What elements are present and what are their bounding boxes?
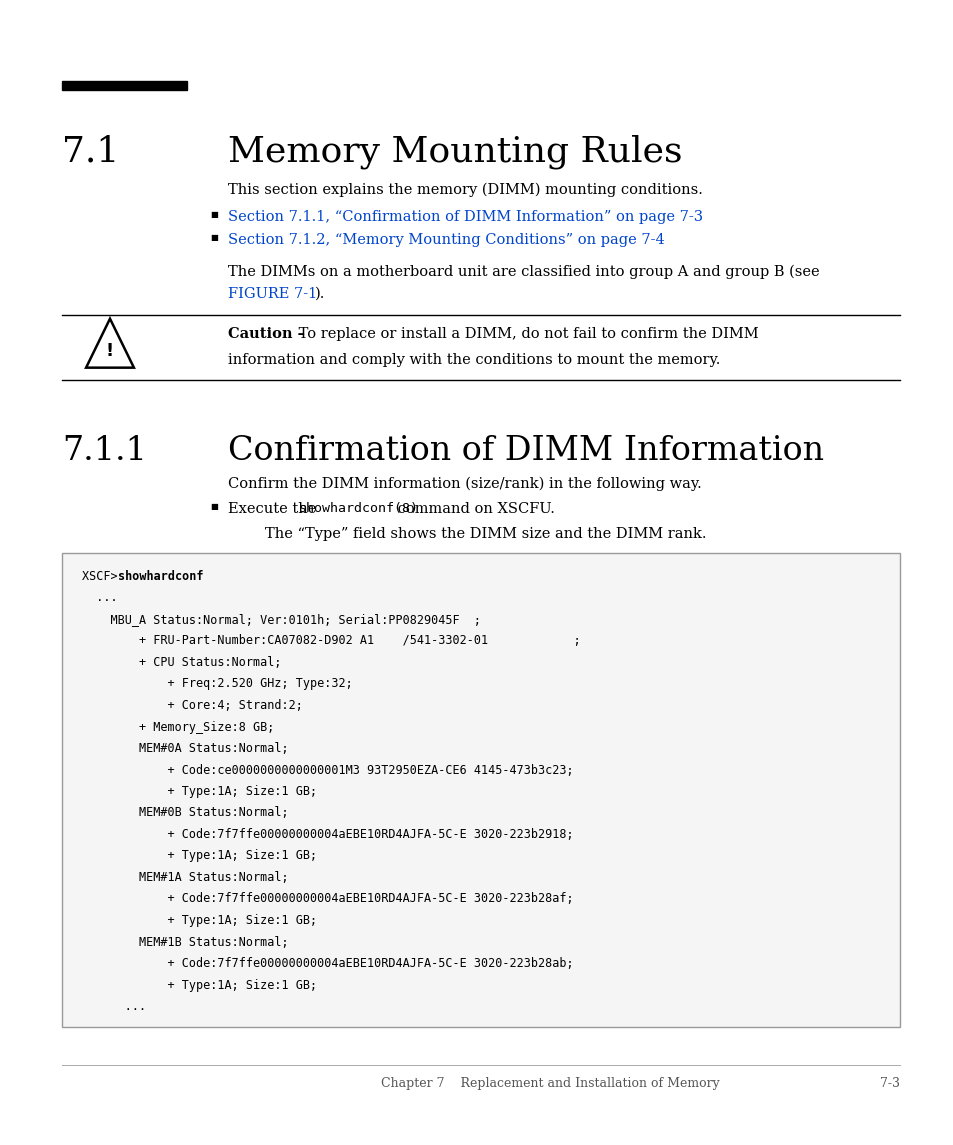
Text: MEM#0B Status:Normal;: MEM#0B Status:Normal; <box>82 806 289 820</box>
Text: 7.1: 7.1 <box>62 135 119 169</box>
Text: + Type:1A; Size:1 GB;: + Type:1A; Size:1 GB; <box>82 850 316 862</box>
Text: To replace or install a DIMM, do not fail to confirm the DIMM: To replace or install a DIMM, do not fai… <box>294 327 758 341</box>
Text: Section 7.1.2, “Memory Mounting Conditions” on page 7-4: Section 7.1.2, “Memory Mounting Conditio… <box>228 232 664 247</box>
Text: Memory Mounting Rules: Memory Mounting Rules <box>228 135 681 169</box>
Bar <box>62 553 899 1027</box>
Text: Confirm the DIMM information (size/rank) in the following way.: Confirm the DIMM information (size/rank)… <box>228 477 701 491</box>
Text: showhardconf: showhardconf <box>117 570 203 583</box>
Text: ■: ■ <box>210 502 217 511</box>
Text: + Type:1A; Size:1 GB;: + Type:1A; Size:1 GB; <box>82 914 316 927</box>
Text: + CPU Status:Normal;: + CPU Status:Normal; <box>82 656 281 669</box>
Text: MEM#0A Status:Normal;: MEM#0A Status:Normal; <box>82 742 289 755</box>
Text: + Freq:2.520 GHz; Type:32;: + Freq:2.520 GHz; Type:32; <box>82 678 353 690</box>
Text: ...: ... <box>82 1000 146 1013</box>
Text: Confirmation of DIMM Information: Confirmation of DIMM Information <box>228 435 823 467</box>
Text: showhardconf(8): showhardconf(8) <box>298 502 418 515</box>
Bar <box>62 81 187 90</box>
Text: 7-3: 7-3 <box>879 1077 899 1090</box>
Text: MEM#1B Status:Normal;: MEM#1B Status:Normal; <box>82 935 289 948</box>
Text: FIGURE 7-1: FIGURE 7-1 <box>228 287 317 301</box>
Text: MEM#1A Status:Normal;: MEM#1A Status:Normal; <box>82 871 289 884</box>
Text: Chapter 7    Replacement and Installation of Memory: Chapter 7 Replacement and Installation o… <box>380 1077 719 1090</box>
Text: XSCF>: XSCF> <box>82 570 125 583</box>
Text: The “Type” field shows the DIMM size and the DIMM rank.: The “Type” field shows the DIMM size and… <box>265 527 706 540</box>
Text: + Code:7f7ffe00000000004aEBE10RD4AJFA-5C-E 3020-223b2918;: + Code:7f7ffe00000000004aEBE10RD4AJFA-5C… <box>82 828 573 840</box>
Text: MBU_A Status:Normal; Ver:0101h; Serial:PP0829045F  ;: MBU_A Status:Normal; Ver:0101h; Serial:P… <box>82 613 480 626</box>
Text: This section explains the memory (DIMM) mounting conditions.: This section explains the memory (DIMM) … <box>228 183 702 197</box>
Text: + Code:7f7ffe00000000004aEBE10RD4AJFA-5C-E 3020-223b28af;: + Code:7f7ffe00000000004aEBE10RD4AJFA-5C… <box>82 892 573 906</box>
Text: + Type:1A; Size:1 GB;: + Type:1A; Size:1 GB; <box>82 785 316 798</box>
Text: ■: ■ <box>210 210 217 219</box>
Text: Section 7.1.1, “Confirmation of DIMM Information” on page 7-3: Section 7.1.1, “Confirmation of DIMM Inf… <box>228 210 702 224</box>
Text: 7.1.1: 7.1.1 <box>62 435 147 467</box>
Text: information and comply with the conditions to mount the memory.: information and comply with the conditio… <box>228 353 720 368</box>
Text: !: ! <box>106 342 114 361</box>
Text: command on XSCFU.: command on XSCFU. <box>393 502 555 516</box>
Text: + Type:1A; Size:1 GB;: + Type:1A; Size:1 GB; <box>82 979 316 992</box>
Text: + Code:ce0000000000000001M3 93T2950EZA-CE6 4145-473b3c23;: + Code:ce0000000000000001M3 93T2950EZA-C… <box>82 764 573 776</box>
Text: + FRU-Part-Number:CA07082-D902 A1    /541-3302-01            ;: + FRU-Part-Number:CA07082-D902 A1 /541-3… <box>82 634 580 648</box>
Text: ■: ■ <box>210 232 217 242</box>
Text: ...: ... <box>82 592 117 605</box>
Text: The DIMMs on a motherboard unit are classified into group A and group B (see: The DIMMs on a motherboard unit are clas… <box>228 264 819 279</box>
Text: Execute the: Execute the <box>228 502 320 516</box>
Text: Caution –: Caution – <box>228 327 305 341</box>
Text: + Core:4; Strand:2;: + Core:4; Strand:2; <box>82 698 302 712</box>
Text: + Memory_Size:8 GB;: + Memory_Size:8 GB; <box>82 720 274 734</box>
Text: + Code:7f7ffe00000000004aEBE10RD4AJFA-5C-E 3020-223b28ab;: + Code:7f7ffe00000000004aEBE10RD4AJFA-5C… <box>82 957 573 970</box>
Text: ).: ). <box>314 287 325 301</box>
